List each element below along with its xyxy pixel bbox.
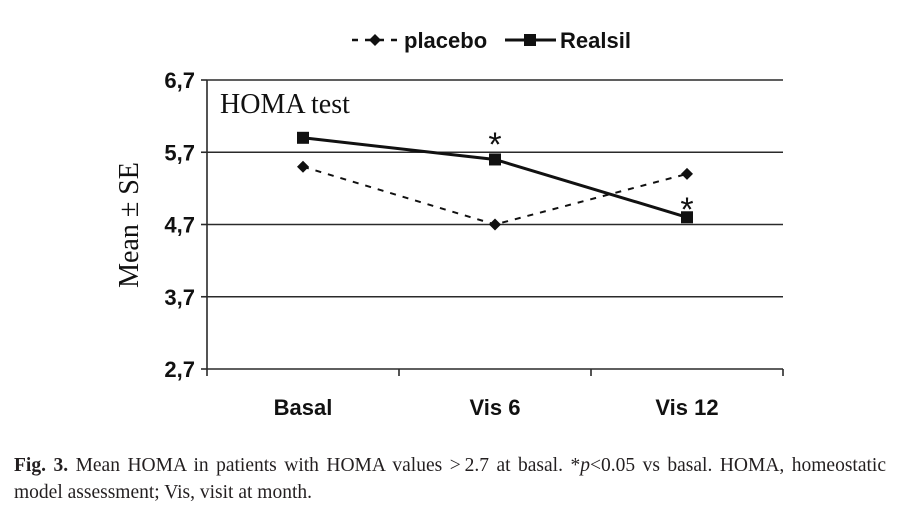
caption-label: Fig. 3. xyxy=(14,455,69,476)
y-tick-label: 2,7 xyxy=(164,357,195,382)
legend-item-placebo: placebo xyxy=(352,28,487,53)
legend-label-placebo: placebo xyxy=(404,28,487,53)
legend-marker-placebo xyxy=(369,34,381,46)
y-tick-label: 5,7 xyxy=(164,140,195,165)
x-tick-label: Vis 6 xyxy=(470,395,521,420)
chart-title: HOMA test xyxy=(220,89,350,120)
y-tick-labels: 6,7 5,7 4,7 3,7 2,7 xyxy=(164,68,195,382)
y-axis-title: Mean ± SE xyxy=(114,162,145,288)
y-tick-label: 6,7 xyxy=(164,68,195,93)
legend-item-realsil: Realsil xyxy=(505,28,631,53)
chart: placebo Realsil 6,7 5,7 4,7 3,7 2,7 Basal Vis … xyxy=(114,28,784,420)
series-realsil xyxy=(297,131,693,224)
series-layer xyxy=(297,131,693,231)
data-point-placebo xyxy=(681,167,693,180)
data-point-placebo xyxy=(489,218,501,231)
x-tick-label: Vis 12 xyxy=(655,395,718,420)
series-placebo xyxy=(297,160,693,231)
caption-text-after: <0.05 vs basal. HOMA, homeostatic model … xyxy=(14,455,886,503)
caption-p-symbol: p xyxy=(580,455,590,476)
data-point-realsil xyxy=(489,153,501,166)
legend: placebo Realsil xyxy=(352,28,631,53)
figure-caption: Fig. 3. Mean HOMA in patients with HOMA … xyxy=(14,452,886,506)
legend-label-realsil: Realsil xyxy=(560,28,631,53)
legend-marker-realsil xyxy=(524,34,536,46)
y-tick-label: 3,7 xyxy=(164,285,195,310)
significance-marker: * xyxy=(680,191,693,229)
data-point-placebo xyxy=(297,160,309,173)
data-point-realsil xyxy=(297,131,309,144)
annotations: ** xyxy=(488,126,693,229)
series-line-placebo xyxy=(302,165,688,226)
significance-marker: * xyxy=(488,126,501,164)
caption-text-before: Mean HOMA in patients with HOMA values >… xyxy=(68,455,581,476)
y-tick-label: 4,7 xyxy=(164,213,195,238)
data-point-realsil xyxy=(681,211,693,224)
axes xyxy=(201,79,784,376)
x-tick-labels: Basal Vis 6 Vis 12 xyxy=(274,395,719,420)
x-tick-label: Basal xyxy=(274,395,333,420)
